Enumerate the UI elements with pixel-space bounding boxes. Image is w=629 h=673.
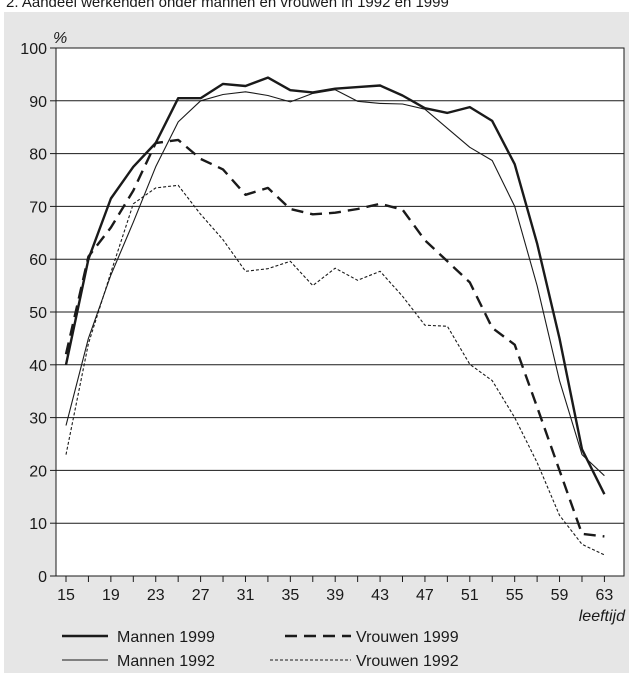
x-tick-label-63: 63 (596, 587, 614, 604)
chart-title: 2. Aandeel werkenden onder mannen en vro… (6, 0, 449, 11)
x-tick-label-27: 27 (192, 587, 210, 604)
series-line-mannen-1992 (65, 89, 605, 477)
y-tick-label-50: 50 (29, 305, 47, 322)
series-line-vrouwen-1999 (64, 138, 605, 538)
y-tick-label-90: 90 (29, 94, 47, 111)
y-tick-label-70: 70 (29, 199, 47, 216)
x-tick-label-47: 47 (416, 587, 434, 604)
x-tick-label-43: 43 (371, 587, 389, 604)
x-tick-label-23: 23 (147, 587, 165, 604)
series-line-vrouwen-1992 (65, 184, 605, 556)
x-tick-label-35: 35 (281, 587, 299, 604)
x-tick-label-39: 39 (326, 587, 344, 604)
x-tick-label-19: 19 (102, 587, 120, 604)
legend-label-mannen-1992: Mannen 1992 (117, 653, 215, 670)
y-axis-unit: % (53, 30, 67, 47)
y-tick-label-40: 40 (29, 358, 47, 375)
x-tick-label-31: 31 (237, 587, 255, 604)
legend-label-vrouwen-1999: Vrouwen 1999 (356, 629, 459, 646)
y-tick-label-100: 100 (20, 41, 47, 58)
legend-label-vrouwen-1992: Vrouwen 1992 (356, 653, 459, 670)
y-tick-label-0: 0 (38, 569, 47, 586)
y-tick-label-20: 20 (29, 463, 47, 480)
y-axis-ticks: 0 10 20 30 40 50 60 70 80 90 100 (20, 41, 56, 586)
x-tick-label-15: 15 (57, 587, 75, 604)
y-tick-label-60: 60 (29, 252, 47, 269)
x-tick-label-55: 55 (506, 587, 524, 604)
series-lines (64, 76, 606, 556)
legend: Mannen 1999 Vrouwen 1999 Mannen 1992 Vro… (62, 629, 459, 670)
x-axis-label: leeftijd (579, 608, 626, 625)
legend-label-mannen-1999: Mannen 1999 (117, 629, 215, 646)
y-tick-label-10: 10 (29, 516, 47, 533)
y-tick-label-80: 80 (29, 147, 47, 164)
y-tick-label-30: 30 (29, 411, 47, 428)
x-tick-label-59: 59 (551, 587, 569, 604)
x-tick-label-51: 51 (461, 587, 479, 604)
x-axis-ticks: 15 19 23 27 31 35 39 43 47 51 55 59 63 (57, 576, 613, 604)
